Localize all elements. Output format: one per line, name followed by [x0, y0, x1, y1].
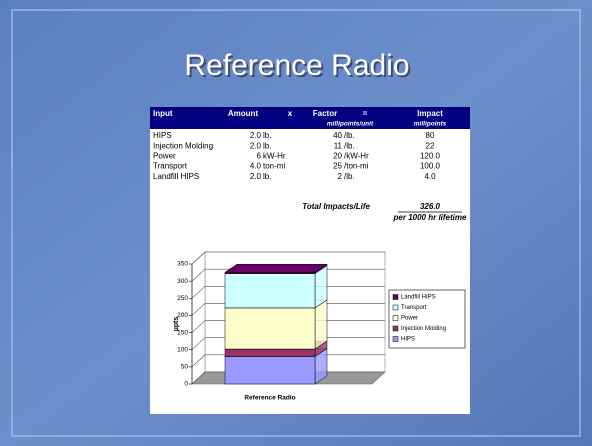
total-note: per 1000 hr lifetime [393, 213, 467, 222]
table-cell: lb. [263, 141, 271, 150]
header-cell: Impact [417, 109, 443, 118]
bar-segment [224, 273, 316, 309]
header-subcell: millipoints/unit [327, 121, 374, 128]
table-cell: /ton-mi [344, 162, 369, 171]
header-cell: Input [153, 109, 173, 118]
table-cell: 25 [333, 162, 342, 171]
header-cell: = [363, 109, 368, 118]
table-cell: 40 [333, 131, 342, 140]
table-cell: /kW-Hr [344, 152, 369, 161]
frame [11, 9, 581, 437]
table-cell: Power [153, 152, 176, 161]
y-tick-label: 350 [177, 261, 188, 268]
legend-label: Landfill HIPS [401, 295, 436, 301]
table-header [150, 107, 470, 129]
table-cell: /lb. [344, 131, 355, 140]
header-cell: x [288, 109, 293, 118]
table-cell: 2 [338, 172, 343, 181]
table-cell: /lb. [344, 141, 355, 150]
table-cell: 4.0 [424, 172, 436, 181]
table-cell: 6 [257, 152, 262, 161]
total-label: Total Impacts/Life [302, 202, 370, 211]
y-tick-label: 50 [181, 364, 189, 371]
table-cell: HIPS [153, 131, 172, 140]
table-cell: 2.0 [250, 172, 262, 181]
bar-segment [224, 307, 316, 350]
table-cell: ton-mi [263, 162, 285, 171]
table-cell: 2.0 [250, 141, 262, 150]
legend-swatch [392, 336, 399, 342]
title: Reference Radio [184, 49, 409, 82]
y-tick-label: 200 [177, 312, 188, 319]
y-tick-label: 150 [177, 329, 188, 336]
bar-top [224, 263, 328, 273]
bar-side [314, 299, 328, 350]
y-tick-label: 300 [177, 278, 188, 285]
table-cell: /lb. [344, 172, 355, 181]
table-cell: 20 [333, 152, 342, 161]
table-cell: 120.0 [420, 152, 441, 161]
table-cell: Landfill HIPS [153, 172, 199, 181]
bar-segment [224, 356, 316, 385]
table-cell: 22 [426, 141, 435, 150]
header-subcell: millipoints [414, 121, 447, 128]
grid-line [191, 251, 385, 265]
x-tick-label: Reference Radio [244, 395, 295, 402]
legend-label: HIPS [401, 337, 415, 343]
header-cell: Factor [313, 109, 337, 118]
table-cell: Injection Molding [153, 141, 213, 150]
header-cell: Amount [228, 109, 259, 118]
y-tick-label: 100 [177, 346, 188, 353]
table-cell: 11 [334, 141, 343, 150]
table-cell: 2.0 [250, 131, 262, 140]
legend-swatch [392, 325, 399, 332]
legend-swatch [392, 294, 399, 300]
legend-box [388, 289, 466, 349]
side-wall [191, 251, 206, 385]
bar-segment [224, 348, 316, 357]
title-shadow: Reference Radio [186, 51, 411, 84]
y-tick-label: 250 [177, 295, 188, 302]
legend-swatch [392, 304, 399, 311]
legend-label: Transport [401, 305, 427, 311]
table-cell: lb. [263, 172, 271, 181]
y-tick-label: 0 [184, 381, 188, 388]
table-cell: 80 [426, 131, 435, 140]
table-cell: lb. [263, 131, 271, 140]
legend-swatch [392, 315, 399, 321]
table-cell: kW-Hr [263, 152, 286, 161]
legend-label: Power [401, 316, 418, 322]
table-cell: 100.0 [420, 162, 441, 171]
table-cell: Transport [153, 162, 188, 171]
y-axis-label: µpts [173, 317, 180, 332]
legend-label: Injection Molding [401, 326, 446, 332]
table-cell: 4.0 [250, 162, 262, 171]
total-value: 326.0 [420, 202, 441, 211]
